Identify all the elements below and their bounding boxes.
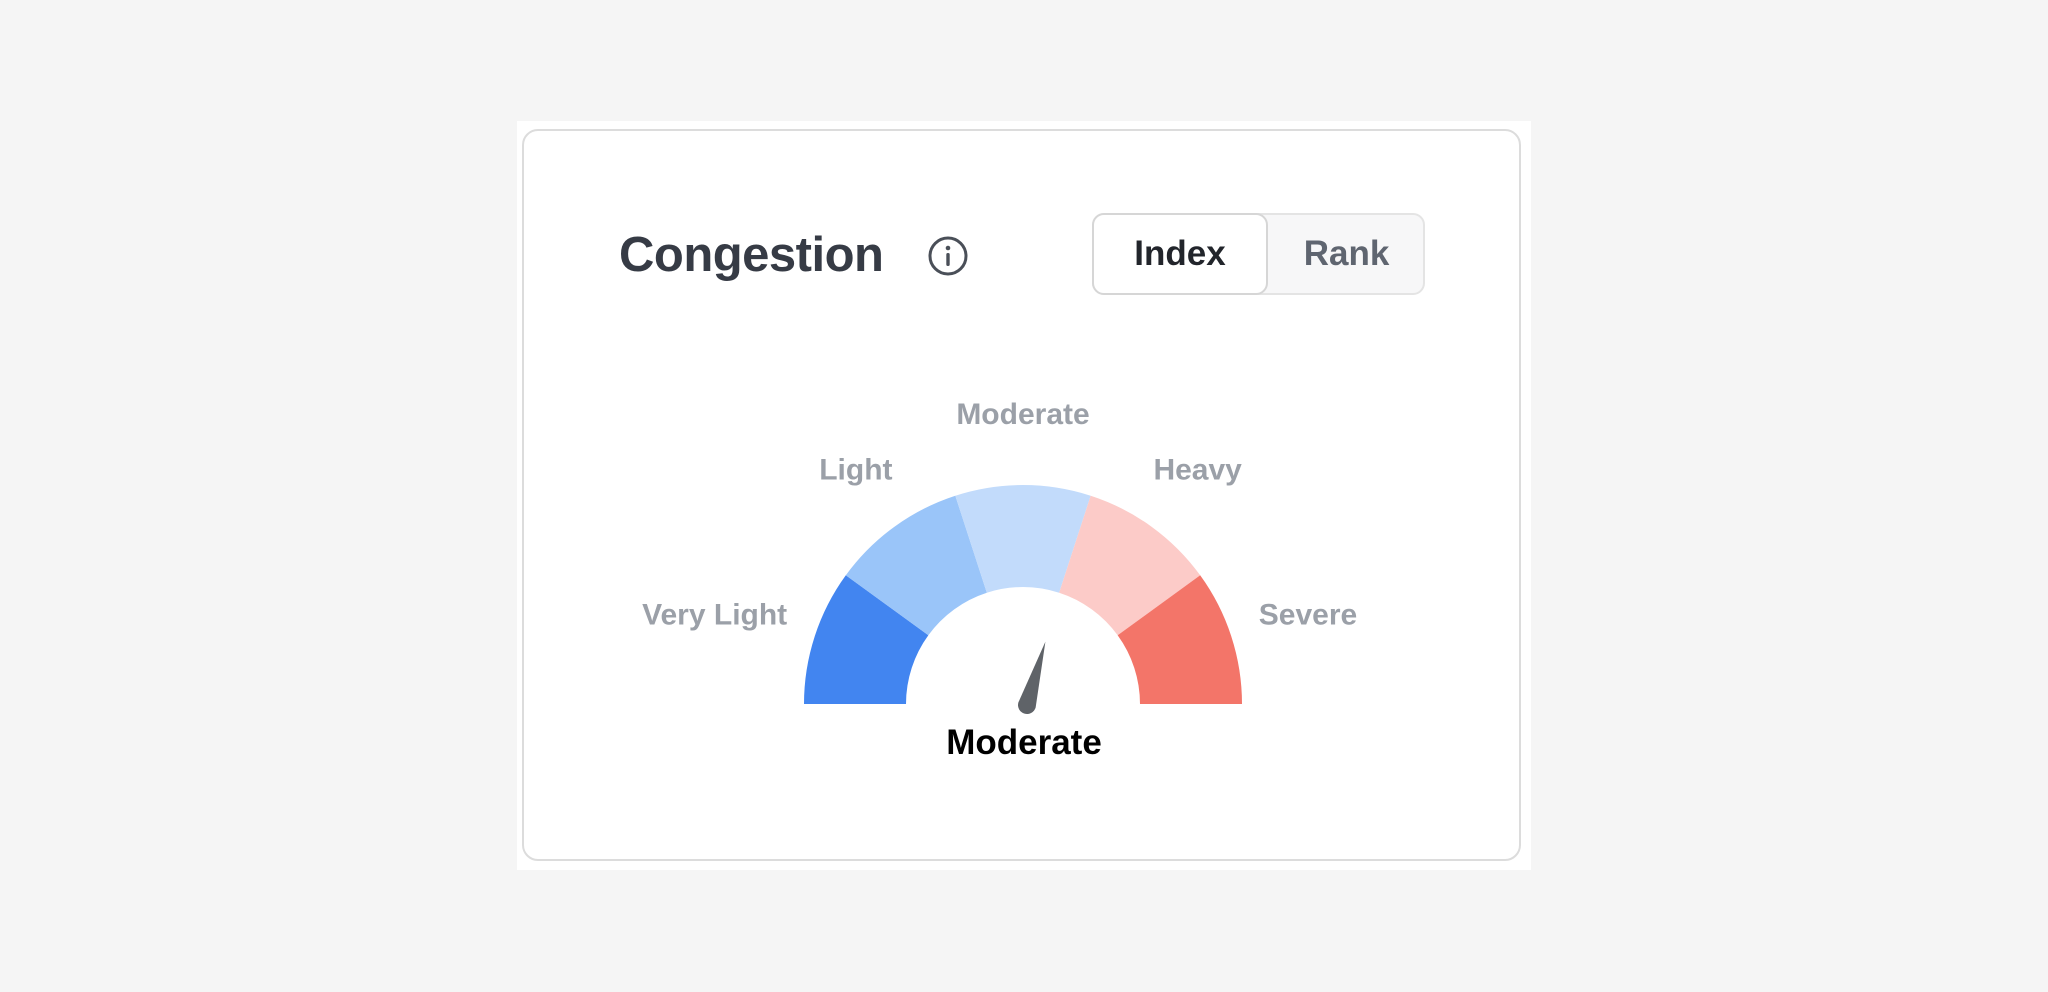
current-level-label: Moderate <box>946 723 1102 762</box>
gauge-segment-heavy <box>1059 495 1201 636</box>
toggle-rank[interactable]: Rank <box>1303 234 1390 273</box>
gauge-segment-moderate <box>955 485 1091 593</box>
gauge-segment-severe <box>1117 575 1242 704</box>
card-title: Congestion <box>619 228 884 282</box>
info-circle-icon[interactable] <box>926 234 970 278</box>
gauge-segment-very-light <box>804 575 929 704</box>
gauge-segment-light <box>845 495 987 636</box>
gauge-label-light: Light <box>819 453 892 486</box>
view-toggle: Rank Index <box>1092 213 1425 295</box>
gauge-label-very-light: Very Light <box>642 598 787 631</box>
gauge-label-severe: Severe <box>1259 598 1357 631</box>
gauge-needle <box>1018 641 1046 715</box>
toggle-index[interactable]: Index <box>1092 213 1268 295</box>
gauge-label-heavy: Heavy <box>1153 453 1242 486</box>
gauge-label-moderate: Moderate <box>956 398 1089 431</box>
